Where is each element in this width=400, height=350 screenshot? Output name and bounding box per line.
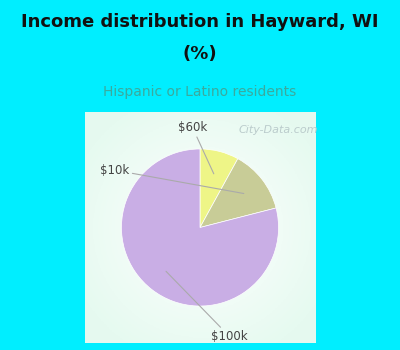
- Text: City-Data.com: City-Data.com: [239, 126, 318, 135]
- Text: (%): (%): [183, 45, 217, 63]
- Text: $60k: $60k: [178, 121, 214, 174]
- Text: Income distribution in Hayward, WI: Income distribution in Hayward, WI: [21, 13, 379, 32]
- Wedge shape: [200, 159, 276, 228]
- Wedge shape: [122, 149, 278, 306]
- Text: Hispanic or Latino residents: Hispanic or Latino residents: [103, 85, 297, 99]
- Text: $100k: $100k: [166, 271, 248, 343]
- Wedge shape: [200, 149, 238, 228]
- Text: $10k: $10k: [100, 164, 244, 194]
